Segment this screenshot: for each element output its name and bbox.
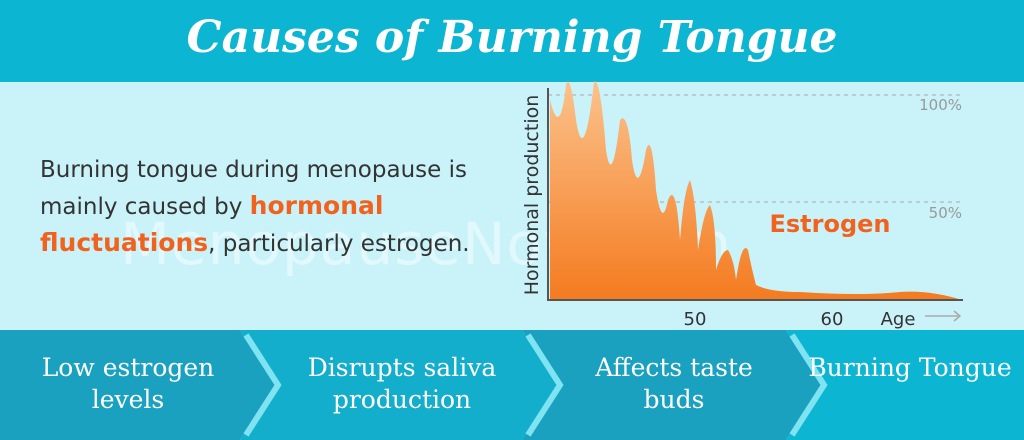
- step: Burning Tongue: [808, 353, 1012, 382]
- y-label: Hormonal production: [521, 95, 543, 296]
- highlight: hormonal fluctuations: [40, 191, 384, 257]
- step-bg: [0, 330, 276, 440]
- series-label: Estrogen: [769, 210, 890, 238]
- header-band: [0, 0, 1024, 82]
- x-mark: 50: [684, 309, 707, 330]
- step: Low estrogen levels: [41, 353, 215, 414]
- arrow: [925, 310, 962, 322]
- x-label: Age: [881, 309, 916, 330]
- step: Disrupts saliva production: [307, 353, 497, 414]
- step-bg: [786, 330, 1024, 440]
- title: Causes of Burning Tongue: [186, 12, 838, 63]
- x-mark: 60: [821, 309, 844, 330]
- y-mark: 50%: [929, 204, 962, 222]
- estrogen-curve: [550, 81, 962, 300]
- step: Affects taste buds: [595, 353, 753, 414]
- chevron: [243, 333, 828, 437]
- step-bg: [522, 330, 822, 440]
- text: Burning tongue during menopause is mainl…: [40, 157, 467, 220]
- text: , particularly estrogen.: [208, 231, 470, 257]
- step-bg: [240, 330, 558, 440]
- description: Burning tongue during menopause is mainl…: [40, 152, 510, 262]
- y-mark: 100%: [919, 96, 962, 114]
